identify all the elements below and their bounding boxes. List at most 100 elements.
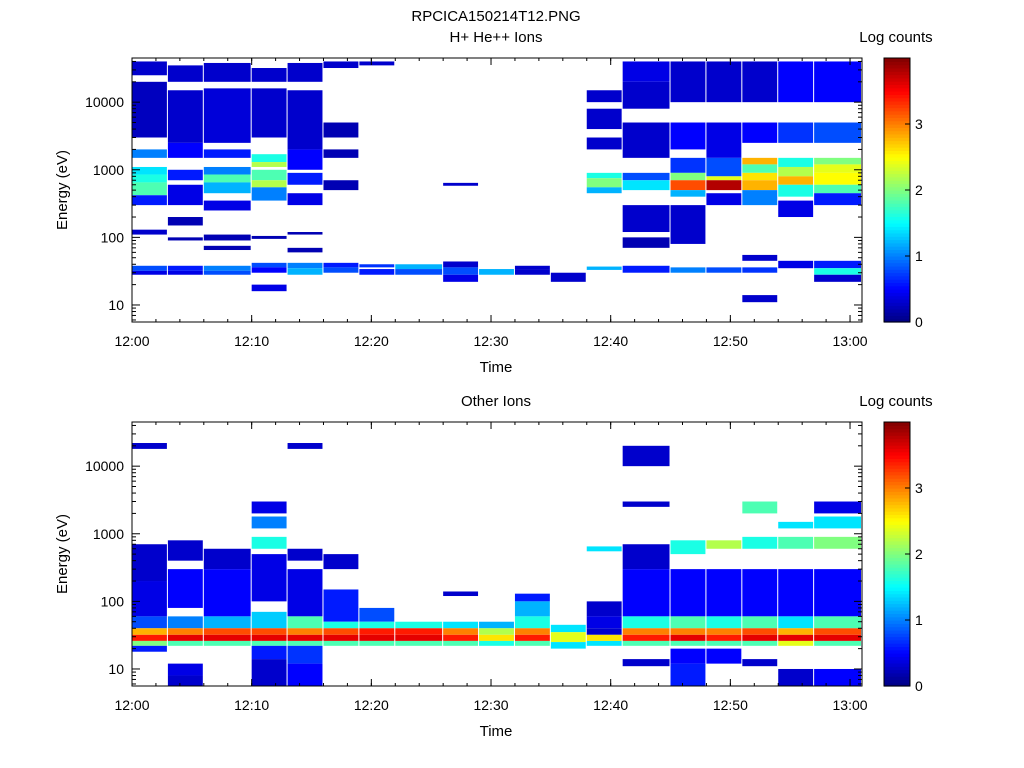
heatmap-cell bbox=[443, 628, 479, 635]
colorbar-segment bbox=[884, 521, 910, 525]
heatmap-cell bbox=[670, 648, 706, 664]
heatmap-cell bbox=[251, 628, 287, 635]
heatmap-cell bbox=[287, 262, 323, 269]
heatmap-cell bbox=[670, 180, 706, 191]
colorbar-segment bbox=[884, 428, 910, 433]
heatmap-cell bbox=[586, 634, 622, 641]
heatmap-cell bbox=[132, 544, 167, 582]
heatmap-cell bbox=[514, 616, 550, 629]
colorbar-segment bbox=[884, 226, 910, 231]
heatmap-cell bbox=[323, 634, 359, 641]
colorbar-segment bbox=[884, 199, 910, 204]
colorbar-segment bbox=[884, 265, 910, 270]
colorbar-segment bbox=[884, 246, 910, 250]
heatmap-cell bbox=[323, 180, 359, 191]
colorbar-segment bbox=[884, 157, 910, 161]
heatmap-cell bbox=[586, 137, 622, 150]
colorbar-segment bbox=[884, 279, 910, 283]
heatmap-cell bbox=[251, 284, 287, 292]
colorbar-segment bbox=[884, 308, 910, 313]
heatmap-cell bbox=[167, 142, 203, 158]
heatmap-cell bbox=[742, 190, 778, 206]
x-tick-label: 12:10 bbox=[234, 697, 269, 713]
heatmap-cell bbox=[514, 269, 550, 275]
heatmap-cell bbox=[251, 634, 287, 641]
colorbar-segment bbox=[884, 669, 910, 674]
heatmap-cell bbox=[203, 234, 251, 241]
heatmap-cell bbox=[622, 659, 670, 667]
heatmap-cell bbox=[742, 634, 778, 641]
heatmap-cell bbox=[778, 122, 814, 143]
colorbar-segment bbox=[884, 117, 910, 122]
heatmap-cell bbox=[622, 172, 670, 181]
heatmap-cell bbox=[586, 187, 622, 194]
heatmap-cell bbox=[670, 634, 706, 641]
heatmap-cell bbox=[167, 628, 203, 635]
colorbar-segment bbox=[884, 269, 910, 274]
heatmap-cell bbox=[670, 640, 706, 646]
heatmap-cell bbox=[251, 611, 287, 629]
colorbar-segment bbox=[884, 256, 910, 260]
colorbar-segment bbox=[884, 481, 910, 486]
colorbar-segment bbox=[884, 448, 910, 453]
heatmap-cell bbox=[251, 187, 287, 201]
x-tick-label: 12:40 bbox=[593, 697, 628, 713]
heatmap-cell bbox=[778, 634, 814, 641]
heatmap-cell bbox=[778, 61, 814, 103]
heatmap-cell bbox=[622, 544, 670, 570]
heatmap-cell bbox=[670, 61, 706, 103]
colorbar-segment bbox=[884, 110, 910, 115]
colorbar-segment bbox=[884, 590, 910, 595]
colorbar-segment bbox=[884, 441, 910, 446]
colorbar-segment bbox=[884, 282, 910, 287]
colorbar-segment bbox=[884, 150, 910, 155]
heatmap-cell bbox=[287, 616, 323, 629]
colorbar-segment bbox=[884, 468, 910, 473]
heatmap-cell bbox=[132, 628, 167, 635]
colorbar-segment bbox=[884, 312, 910, 316]
heatmap-cell bbox=[814, 260, 861, 269]
colorbar-segment bbox=[884, 272, 910, 277]
colorbar-segment bbox=[884, 524, 910, 529]
heatmap-cell bbox=[203, 270, 251, 275]
heatmap-cell bbox=[203, 88, 251, 143]
heatmap-cell bbox=[287, 548, 323, 561]
heatmap-cell bbox=[167, 237, 203, 241]
heatmap-cell bbox=[359, 607, 395, 622]
heatmap-cell bbox=[778, 157, 814, 167]
heatmap-cell bbox=[670, 616, 706, 629]
x-tick-label: 12:10 bbox=[234, 333, 269, 349]
heatmap-panel-other-ions: Other Ions Log counts Time Energy (eV) 1… bbox=[54, 393, 933, 740]
colorbar-segment bbox=[884, 431, 910, 436]
colorbar-segment bbox=[884, 87, 910, 92]
colorbar-segment bbox=[884, 471, 910, 476]
colorbar-segment bbox=[884, 64, 910, 69]
heatmap-cell bbox=[203, 634, 251, 641]
colorbar-segment bbox=[884, 193, 910, 198]
heatmap-cell bbox=[706, 569, 742, 617]
colorbar-segment bbox=[884, 544, 910, 548]
heatmap-cell bbox=[167, 184, 203, 206]
heatmap-cell bbox=[479, 628, 514, 635]
heatmap-cell bbox=[323, 267, 359, 273]
heatmap-cell bbox=[287, 62, 323, 82]
colorbar-segment bbox=[884, 120, 910, 125]
colorbar-tick-label: 0 bbox=[915, 678, 923, 694]
heatmap-cell bbox=[203, 265, 251, 271]
colorbar-segment bbox=[884, 455, 910, 459]
colorbar-segment bbox=[884, 315, 910, 320]
heatmap-cell bbox=[132, 270, 167, 275]
heatmap-cell bbox=[203, 628, 251, 635]
colorbar-segment bbox=[884, 81, 910, 85]
colorbar-label: Log counts bbox=[859, 393, 932, 410]
colorbar-label: Log counts bbox=[859, 29, 932, 46]
colorbar-segment bbox=[884, 573, 910, 578]
colorbar-segment bbox=[884, 236, 910, 241]
heatmap-cell bbox=[814, 628, 861, 635]
colorbar-segment bbox=[884, 262, 910, 267]
heatmap-cells bbox=[132, 443, 861, 686]
heatmap-cell bbox=[203, 569, 251, 617]
heatmap-cell bbox=[132, 229, 167, 235]
colorbar-segment bbox=[884, 494, 910, 499]
colorbar-segment bbox=[884, 458, 910, 463]
